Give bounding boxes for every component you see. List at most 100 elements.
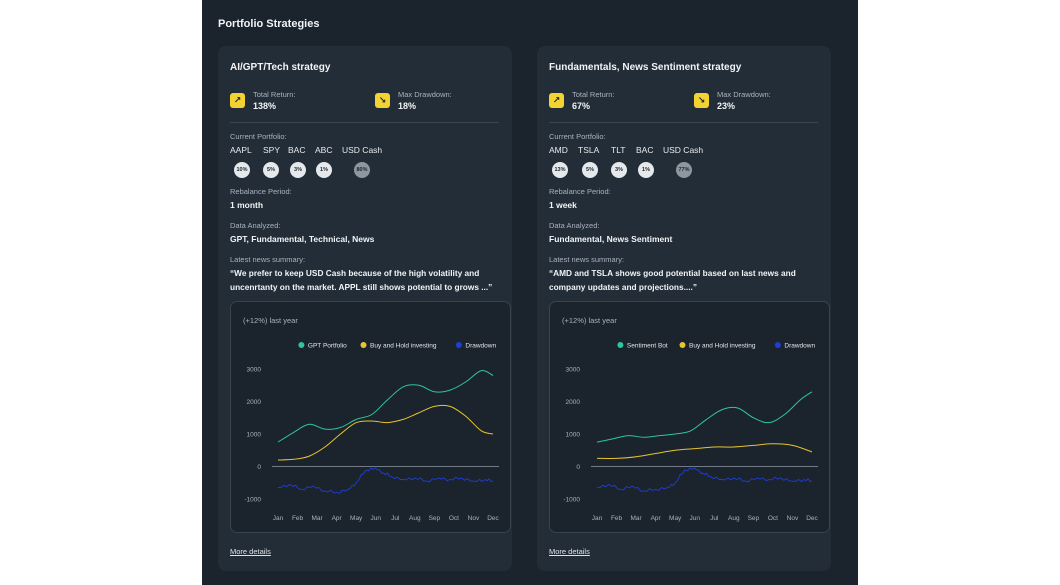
legend-label: Drawdown bbox=[784, 343, 815, 350]
data-analyzed-value: Fundamental, News Sentiment bbox=[549, 234, 673, 244]
holding-ticker: ABC bbox=[315, 145, 333, 155]
legend-dot bbox=[360, 342, 367, 348]
card-title: Fundamentals, News Sentiment strategy bbox=[549, 62, 742, 73]
rebalance-value: 1 week bbox=[549, 200, 577, 210]
holding-percent-badge: 3% bbox=[290, 162, 306, 178]
x-tick-label: Mar bbox=[630, 515, 642, 522]
portfolio-strategies-panel: Portfolio Strategies AI/GPT/Tech strateg… bbox=[202, 0, 858, 585]
total-return-value: 138% bbox=[253, 101, 277, 111]
divider bbox=[230, 122, 499, 123]
x-tick-label: Jul bbox=[710, 515, 719, 522]
x-tick-label: Sep bbox=[748, 515, 760, 522]
y-tick-label: 3000 bbox=[247, 367, 262, 374]
series-line-2 bbox=[597, 467, 813, 492]
max-drawdown-value: 18% bbox=[398, 101, 417, 111]
news-summary-line: company updates and projections....” bbox=[549, 282, 697, 292]
x-tick-label: Jan bbox=[592, 515, 603, 522]
holding-ticker: BAC bbox=[636, 145, 654, 155]
total-return-metric: ↗ Total Return: 67% bbox=[549, 90, 679, 116]
news-summary-label: Latest news summary: bbox=[230, 255, 306, 264]
x-tick-label: Nov bbox=[787, 515, 799, 522]
arrow-up-right-icon: ↗ bbox=[549, 93, 564, 108]
x-tick-label: Oct bbox=[449, 515, 459, 522]
news-summary-text: “We prefer to keep USD Cash because of t… bbox=[230, 266, 502, 294]
holding-ticker: USD Cash bbox=[663, 145, 704, 155]
data-analyzed-label: Data Analyzed: bbox=[230, 221, 281, 230]
news-summary-label: Latest news summary: bbox=[549, 255, 625, 264]
legend-dot bbox=[617, 342, 624, 348]
chart-subtitle: (+12%) last year bbox=[562, 316, 617, 325]
y-tick-label: -1000 bbox=[244, 497, 261, 504]
holding-ticker: SPY bbox=[263, 145, 281, 155]
holding-percent-badge: 3% bbox=[611, 162, 627, 178]
x-tick-label: Jun bbox=[370, 515, 381, 522]
y-tick-label: 0 bbox=[576, 464, 580, 471]
rebalance-value: 1 month bbox=[230, 200, 264, 210]
y-tick-label: 1000 bbox=[247, 432, 262, 439]
holding-percent-badge: 5% bbox=[263, 162, 279, 178]
y-tick-label: 0 bbox=[257, 464, 261, 471]
max-drawdown-value: 23% bbox=[717, 101, 736, 111]
holding-percent-badge: 77% bbox=[676, 162, 692, 178]
holding-percent-badge: 80% bbox=[354, 162, 370, 178]
x-tick-label: May bbox=[350, 515, 363, 522]
holding-percent-badge: 13% bbox=[552, 162, 568, 178]
data-analyzed-label: Data Analyzed: bbox=[549, 221, 600, 230]
performance-chart: (+12%) last year GPT Portfolio Buy and Ho… bbox=[230, 301, 511, 533]
y-tick-label: 1000 bbox=[566, 432, 581, 439]
x-tick-label: Jan bbox=[273, 515, 284, 522]
x-tick-label: Jul bbox=[391, 515, 400, 522]
holding-ticker: BAC bbox=[288, 145, 306, 155]
rebalance-label: Rebalance Period: bbox=[549, 187, 611, 196]
news-summary-text: “AMD and TSLA shows good potential based… bbox=[549, 266, 821, 294]
series-line-1 bbox=[596, 443, 813, 459]
holding-percent-badge: 5% bbox=[582, 162, 598, 178]
arrow-down-right-icon: ↘ bbox=[375, 93, 390, 108]
more-details-link[interactable]: More details bbox=[549, 547, 590, 556]
legend-dot bbox=[679, 342, 686, 348]
news-summary-line: “We prefer to keep USD Cash because of t… bbox=[230, 268, 480, 278]
legend-dot bbox=[298, 342, 305, 348]
card-title: AI/GPT/Tech strategy bbox=[230, 62, 331, 73]
chart-subtitle: (+12%) last year bbox=[243, 316, 298, 325]
line-chart-svg: Sentiment Bot Buy and Hold investing Drawd… bbox=[563, 342, 819, 522]
holding-percent-badge: 10% bbox=[234, 162, 250, 178]
series-line-1 bbox=[277, 404, 494, 461]
news-summary-line: “AMD and TSLA shows good potential based… bbox=[549, 268, 796, 278]
x-tick-label: Mar bbox=[311, 515, 323, 522]
arrow-down-right-icon: ↘ bbox=[694, 93, 709, 108]
total-return-value: 67% bbox=[572, 101, 591, 111]
total-return-metric: ↗ Total Return: 138% bbox=[230, 90, 360, 116]
strategy-card-fundamentals: Fundamentals, News Sentiment strategy ↗ … bbox=[537, 46, 831, 571]
x-tick-label: Feb bbox=[611, 515, 623, 522]
holding-ticker: AAPL bbox=[230, 145, 252, 155]
y-tick-label: 3000 bbox=[566, 367, 581, 374]
strategy-card-ai: AI/GPT/Tech strategy ↗ Total Return: 138… bbox=[218, 46, 512, 571]
holding-ticker: USD Cash bbox=[342, 145, 383, 155]
performance-chart: (+12%) last year Sentiment Bot Buy and Ho… bbox=[549, 301, 830, 533]
x-tick-label: Dec bbox=[487, 515, 499, 522]
arrow-up-right-icon: ↗ bbox=[230, 93, 245, 108]
holding-ticker: TSLA bbox=[578, 145, 600, 155]
x-tick-label: Oct bbox=[768, 515, 778, 522]
max-drawdown-metric: ↘ Max Drawdown: 23% bbox=[694, 90, 824, 116]
line-chart-svg: GPT Portfolio Buy and Hold investing Drawd… bbox=[244, 342, 500, 522]
holding-percent-badge: 1% bbox=[638, 162, 654, 178]
max-drawdown-label: Max Drawdown: bbox=[717, 90, 771, 99]
x-tick-label: Aug bbox=[728, 515, 740, 522]
x-tick-label: Nov bbox=[468, 515, 480, 522]
max-drawdown-metric: ↘ Max Drawdown: 18% bbox=[375, 90, 505, 116]
series-line-2 bbox=[278, 467, 494, 494]
x-tick-label: Dec bbox=[806, 515, 818, 522]
more-details-link[interactable]: More details bbox=[230, 547, 271, 556]
x-tick-label: Jun bbox=[689, 515, 700, 522]
x-tick-label: Sep bbox=[429, 515, 441, 522]
x-tick-label: Apr bbox=[651, 515, 662, 522]
legend-label: GPT Portfolio bbox=[308, 343, 347, 350]
holding-ticker: TLT bbox=[611, 145, 626, 155]
legend-label: Sentiment Bot bbox=[627, 343, 668, 350]
portfolio-label: Current Portfolio: bbox=[230, 132, 287, 141]
divider bbox=[549, 122, 818, 123]
legend-label: Buy and Hold investing bbox=[689, 343, 756, 350]
total-return-label: Total Return: bbox=[572, 90, 615, 99]
